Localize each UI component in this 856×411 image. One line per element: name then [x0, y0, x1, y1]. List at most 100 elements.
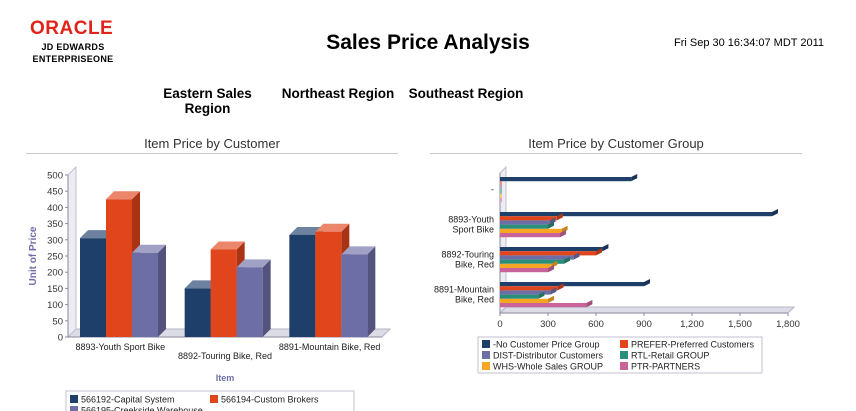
bar-top	[184, 280, 219, 289]
chart-title-item-price-by-customer: Item Price by Customer	[144, 136, 280, 151]
chart-item-price-by-customer: 0 50 100 150 200 250 300 350 400 450 500 Unit of Pr…	[28, 165, 392, 411]
bar-end	[548, 265, 554, 273]
page-title: Sales Price Analysis	[326, 31, 530, 54]
legend-label: -No Customer Price Group	[493, 340, 600, 350]
legend-label: DIST-Distributor Customers	[493, 351, 604, 361]
legend-swatch	[210, 395, 218, 403]
x-tick-label: 8892-Touring Bike, Red	[178, 351, 272, 361]
bar	[210, 249, 237, 337]
x-axis-label: Item	[216, 373, 235, 383]
bar-end	[538, 291, 545, 299]
chart-title-rule	[26, 153, 398, 154]
legend-swatch	[482, 351, 490, 359]
bar	[289, 234, 316, 337]
bar	[500, 263, 552, 268]
bar	[500, 181, 502, 186]
y-tick-label: 0	[58, 333, 63, 344]
bar	[500, 177, 632, 182]
bar-end	[548, 295, 554, 303]
y-axis-label: Unit of Price	[28, 226, 39, 285]
x-tick-label: 1,200	[680, 319, 704, 330]
bar-end	[550, 287, 557, 295]
bar-end	[602, 244, 609, 252]
bar	[500, 286, 558, 291]
bar	[184, 288, 211, 337]
logo-line-jd-edwards: JD EDWARDS	[41, 42, 105, 52]
y-tick-label: Sport Bike	[452, 225, 494, 235]
region-southeast: Southeast Region	[408, 86, 524, 101]
legend-swatch	[482, 340, 490, 348]
bar	[500, 247, 603, 252]
bar	[500, 212, 772, 217]
bar	[500, 255, 574, 260]
bar-top	[341, 246, 376, 255]
legend-label: 566192-Capital System	[81, 395, 175, 405]
legend-swatch	[70, 406, 78, 411]
y-tick-label: 350	[47, 219, 63, 230]
bar-end	[596, 248, 602, 256]
chart-floor	[498, 306, 796, 314]
region-eastern-sales: Eastern Sales Region	[163, 86, 252, 116]
bar-end	[549, 217, 556, 225]
bar-top	[210, 241, 245, 250]
y-tick-label: 50	[52, 316, 63, 327]
x-tick-label: 0	[497, 319, 502, 330]
bar	[500, 193, 502, 198]
bar	[500, 282, 644, 287]
bar-top	[106, 191, 140, 200]
y-tick-label: 450	[47, 187, 63, 198]
bar	[500, 259, 564, 264]
bar-end	[573, 252, 580, 260]
bar-top	[80, 230, 114, 239]
x-tick-label: 300	[540, 319, 556, 330]
bar-side	[158, 244, 166, 337]
y-tick-label: -	[491, 185, 494, 195]
y-tick-label: 100	[47, 300, 63, 311]
y-tick-label: 400	[47, 203, 63, 214]
legend-label: PREFER-Preferred Customers	[631, 340, 755, 350]
legend-label: WHS-Whole Sales GROUP	[493, 362, 603, 372]
legend-swatch	[620, 340, 628, 348]
chart-side-wall	[67, 165, 77, 339]
bar-end	[772, 209, 778, 217]
bar	[500, 224, 548, 229]
bar-end	[556, 213, 563, 221]
bar-end	[586, 300, 593, 308]
bar	[500, 298, 548, 303]
chart-title-item-price-by-customer-group: Item Price by Customer Group	[528, 136, 704, 151]
y-tick-label: Bike, Red	[455, 295, 494, 305]
legend-swatch	[482, 362, 490, 370]
bar	[500, 220, 550, 225]
bar-end	[561, 225, 568, 233]
bar	[500, 294, 539, 299]
bar-top	[315, 223, 350, 232]
x-tick-label: 900	[636, 319, 652, 330]
x-tick-label: 8893-Youth Sport Bike	[75, 342, 165, 352]
oracle-logo: ORACLE	[30, 18, 114, 39]
bar	[500, 303, 587, 308]
bar	[500, 233, 560, 238]
legend-label: PTR-PARTNERS	[631, 362, 700, 372]
report-timestamp: Fri Sep 30 16:34:07 MDT 2011	[673, 37, 824, 49]
legend-swatch	[70, 395, 78, 403]
y-tick-label: 500	[47, 171, 63, 182]
bar-end	[560, 230, 566, 238]
bar	[500, 198, 502, 203]
y-tick-label: 8893-Youth	[448, 215, 494, 225]
x-tick-label: 8891-Mountain Bike, Red	[279, 342, 381, 352]
bar	[80, 238, 106, 337]
bar	[315, 231, 342, 337]
bar	[106, 199, 132, 337]
x-tick-label: 1,500	[728, 319, 752, 330]
y-tick-label: 8892-Touring	[441, 250, 494, 260]
bar-side	[367, 246, 376, 337]
bar	[500, 185, 502, 190]
bar	[341, 254, 368, 337]
bar	[500, 216, 557, 221]
bar-end	[644, 279, 650, 287]
y-tick-label: Bike, Red	[455, 260, 494, 270]
legend-swatch	[620, 351, 628, 359]
y-tick-label: 150	[47, 284, 63, 295]
legend-swatch	[620, 362, 628, 370]
bar	[500, 251, 596, 256]
